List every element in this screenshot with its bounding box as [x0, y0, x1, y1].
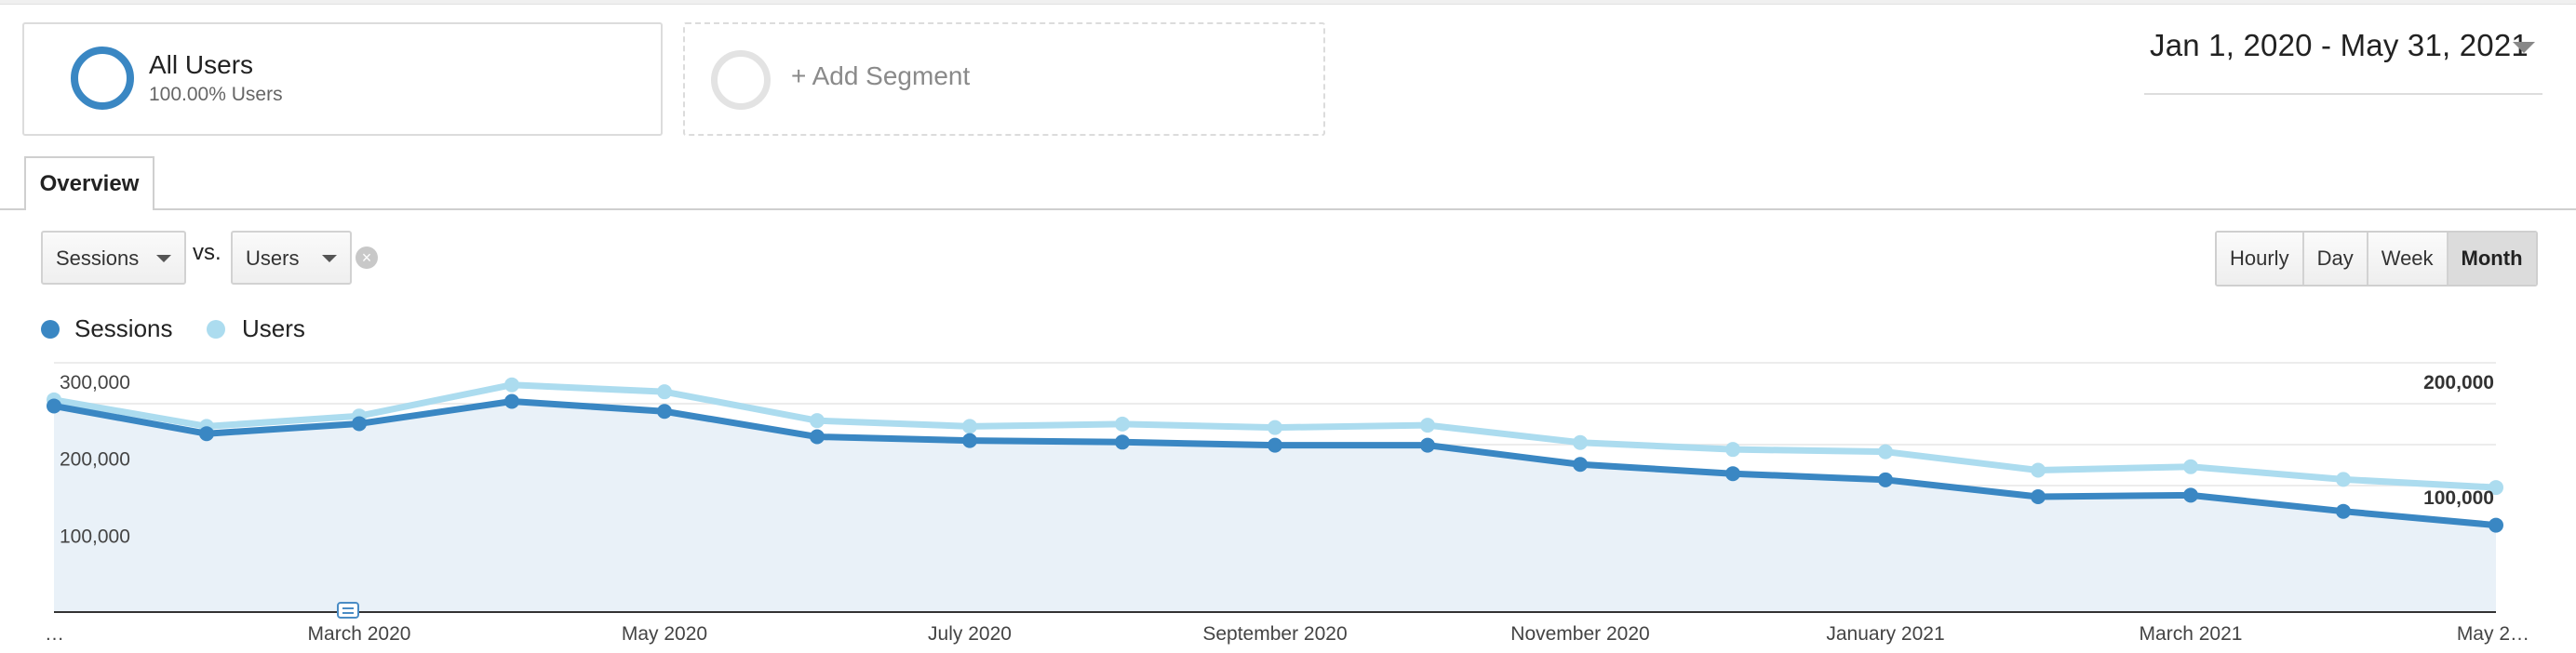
sessions-point [2183, 487, 2198, 503]
annotation-icon [337, 602, 359, 619]
users-point [2183, 459, 2198, 474]
right-axis-tick-label: 100,000 [2423, 487, 2494, 509]
sessions-point [1573, 457, 1588, 473]
date-range-label: Jan 1, 2020 - May 31, 2021 [2150, 28, 2529, 62]
users-point [810, 413, 825, 429]
users-point [2489, 480, 2503, 496]
sessions-point [657, 404, 672, 420]
secondary-metric-select[interactable]: Users [231, 231, 352, 285]
segment-title: All Users [149, 50, 254, 79]
granularity-hourly-button[interactable]: Hourly [2217, 233, 2304, 285]
users-legend-label: Users [242, 314, 305, 342]
sessions-legend-dot [41, 320, 60, 339]
users-point [2031, 462, 2046, 478]
tab-overview[interactable]: Overview [24, 156, 154, 210]
sessions-point [47, 398, 61, 414]
sessions-point [1420, 437, 1435, 453]
x-axis-tick-label: November 2020 [1510, 623, 1649, 645]
segment-all-users[interactable]: All Users 100.00% Users [22, 22, 663, 136]
left-axis-tick-label: 100,000 [60, 526, 130, 547]
users-point [1115, 416, 1130, 432]
left-axis-tick-label: 200,000 [60, 449, 130, 471]
left-axis-tick-label: 300,000 [60, 372, 130, 393]
users-point [1420, 418, 1435, 433]
sessions-point [352, 416, 367, 432]
users-point [962, 419, 977, 434]
primary-metric-select[interactable]: Sessions [41, 231, 186, 285]
sessions-point [199, 426, 214, 442]
x-axis-tick-label: March 2021 [2140, 623, 2243, 645]
primary-metric-label: Sessions [56, 247, 140, 270]
caret-down-icon [156, 255, 171, 262]
granularity-day-button[interactable]: Day [2303, 233, 2368, 285]
users-point [1878, 444, 1893, 460]
empty-segment-ring-icon [711, 50, 771, 110]
sessions-point [962, 433, 977, 448]
date-range-picker[interactable]: Jan 1, 2020 - May 31, 2021 [2144, 22, 2542, 95]
users-point [657, 384, 672, 400]
segment-ring-icon [71, 47, 134, 110]
users-legend-dot [207, 320, 225, 339]
users-point [1725, 442, 1740, 458]
users-point [1573, 434, 1588, 450]
x-axis-tick-label: September 2020 [1202, 623, 1347, 645]
x-axis-tick-label: May 2020 [622, 623, 707, 645]
top-border [0, 0, 2576, 5]
sessions-point [1115, 434, 1130, 450]
sessions-users-line-chart: 300,000 200,000 100,000 200,000 100,000 … Marc… [45, 362, 2529, 645]
granularity-month-button[interactable]: Month [2448, 233, 2536, 285]
granularity-week-button[interactable]: Week [2368, 233, 2449, 285]
right-axis-tick-label: 200,000 [2423, 372, 2494, 393]
users-point [2336, 472, 2351, 487]
sessions-point [2489, 517, 2503, 533]
add-segment-label: + Add Segment [791, 61, 971, 90]
sessions-point [504, 393, 519, 409]
sessions-point [810, 429, 825, 445]
x-axis-tick-label: May 2… [2457, 623, 2529, 645]
chevron-down-icon [2513, 42, 2535, 53]
x-axis-tick-label: March 2020 [308, 623, 411, 645]
clear-comparison-icon[interactable]: × [356, 247, 378, 269]
sessions-point [1878, 472, 1893, 487]
secondary-metric-label: Users [246, 247, 300, 270]
sessions-legend-label: Sessions [74, 314, 173, 342]
segment-subtitle: 100.00% Users [149, 84, 283, 105]
sessions-point [2336, 503, 2351, 519]
add-segment-button[interactable]: + Add Segment [683, 22, 1325, 136]
tab-divider [0, 208, 2576, 210]
x-axis-tick-label: January 2021 [1826, 623, 1944, 645]
users-point [504, 377, 519, 393]
x-axis-tick-label: … [45, 623, 64, 645]
vs-label: vs. [193, 240, 221, 265]
sessions-point [1725, 466, 1740, 482]
sessions-point [2031, 489, 2046, 504]
sessions-point [1268, 437, 1282, 453]
users-point [1268, 420, 1282, 435]
x-axis-tick-label: July 2020 [928, 623, 1012, 645]
sessions-area [54, 401, 2496, 612]
time-granularity-group: Hourly Day Week Month [2215, 231, 2538, 287]
caret-down-icon [322, 255, 337, 262]
